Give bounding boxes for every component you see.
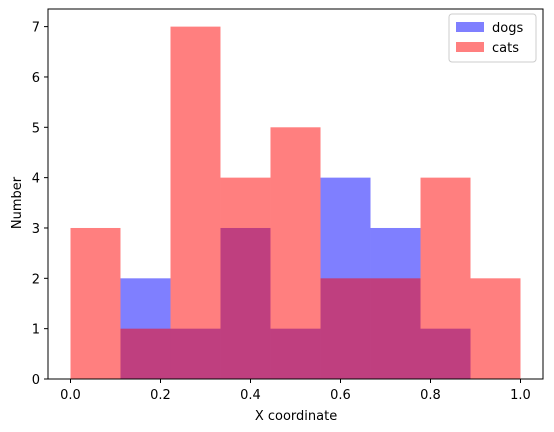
bar-cats-0	[70, 227, 121, 379]
axes-group	[47, 8, 544, 380]
legend-label-cats: cats	[492, 41, 519, 56]
y-axis-label: Number	[10, 176, 25, 229]
x-tick-label: 0.8	[420, 388, 441, 403]
bar-cats-3	[220, 177, 271, 379]
plot-frame	[47, 8, 544, 380]
y-tick-label: 5	[32, 121, 40, 136]
bar-cats-1	[120, 328, 171, 379]
y-tick-label: 1	[32, 323, 40, 338]
y-tick-label: 4	[32, 172, 40, 187]
x-tick-label: 0.6	[330, 388, 351, 403]
legend-label-dogs: dogs	[492, 21, 523, 36]
bar-cats-6	[370, 278, 421, 379]
x-tick-label: 0.2	[150, 388, 171, 403]
bar-cats-5	[320, 278, 371, 379]
y-tick-label: 7	[32, 21, 40, 36]
legend-swatch-dogs	[456, 22, 484, 32]
ticks-group: 0.0 0.2 0.4 0.6 0.8 1.0 0 1 2 3 4 5 6 7	[32, 21, 531, 403]
x-axis-label: X coordinate	[255, 409, 337, 424]
bar-cats-2	[170, 26, 221, 379]
bar-cats-8	[470, 278, 521, 379]
legend-swatch-cats	[456, 42, 484, 52]
y-tick-label: 3	[32, 222, 40, 237]
bar-cats-7	[420, 177, 471, 379]
legend: dogs cats	[448, 13, 537, 63]
x-tick-label: 0.4	[240, 388, 261, 403]
y-tick-label: 2	[32, 272, 40, 287]
y-tick-label: 6	[32, 71, 40, 86]
y-tick-label: 0	[32, 373, 40, 388]
x-tick-label: 1.0	[510, 388, 531, 403]
x-tick-label: 0.0	[60, 388, 81, 403]
bar-cats-4	[270, 127, 321, 379]
bars-group	[70, 26, 521, 379]
